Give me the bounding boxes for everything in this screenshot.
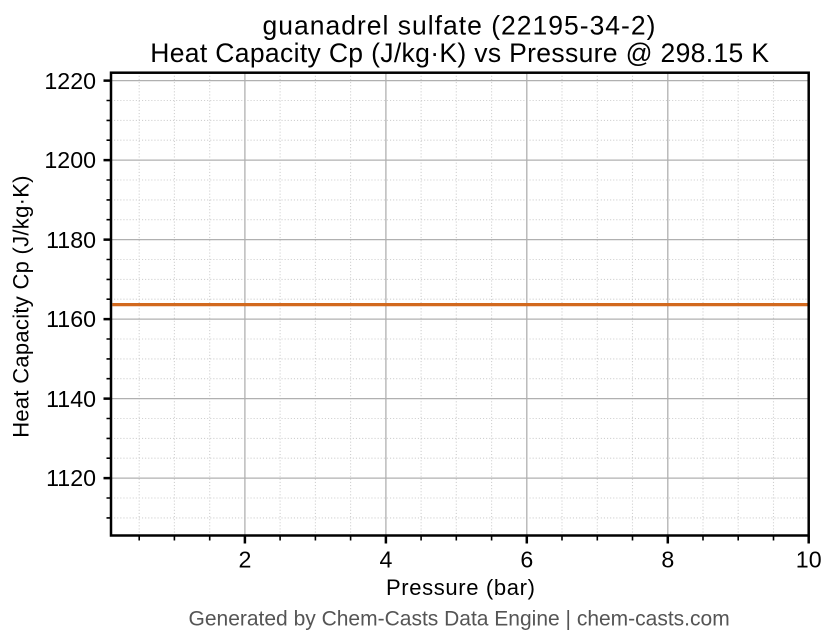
svg-text:1200: 1200: [44, 147, 96, 173]
svg-text:Pressure (bar): Pressure (bar): [386, 575, 536, 600]
svg-text:1120: 1120: [46, 465, 96, 491]
svg-text:1140: 1140: [46, 386, 96, 412]
svg-text:guanadrel sulfate (22195-34-2): guanadrel sulfate (22195-34-2): [263, 11, 657, 41]
svg-text:8: 8: [661, 547, 674, 573]
svg-text:6: 6: [520, 547, 533, 573]
svg-text:10: 10: [796, 547, 822, 573]
svg-text:Heat Capacity Cp (J/kg·K) vs P: Heat Capacity Cp (J/kg·K) vs Pressure @ …: [150, 38, 769, 68]
svg-text:1180: 1180: [46, 227, 96, 253]
svg-text:Generated by Chem-Casts Data E: Generated by Chem-Casts Data Engine | ch…: [189, 607, 730, 630]
svg-text:4: 4: [379, 547, 392, 573]
svg-text:Heat Capacity Cp (J/kg·K): Heat Capacity Cp (J/kg·K): [9, 175, 34, 438]
svg-text:1220: 1220: [44, 68, 96, 94]
svg-text:1160: 1160: [46, 306, 96, 332]
svg-text:2: 2: [238, 547, 251, 573]
